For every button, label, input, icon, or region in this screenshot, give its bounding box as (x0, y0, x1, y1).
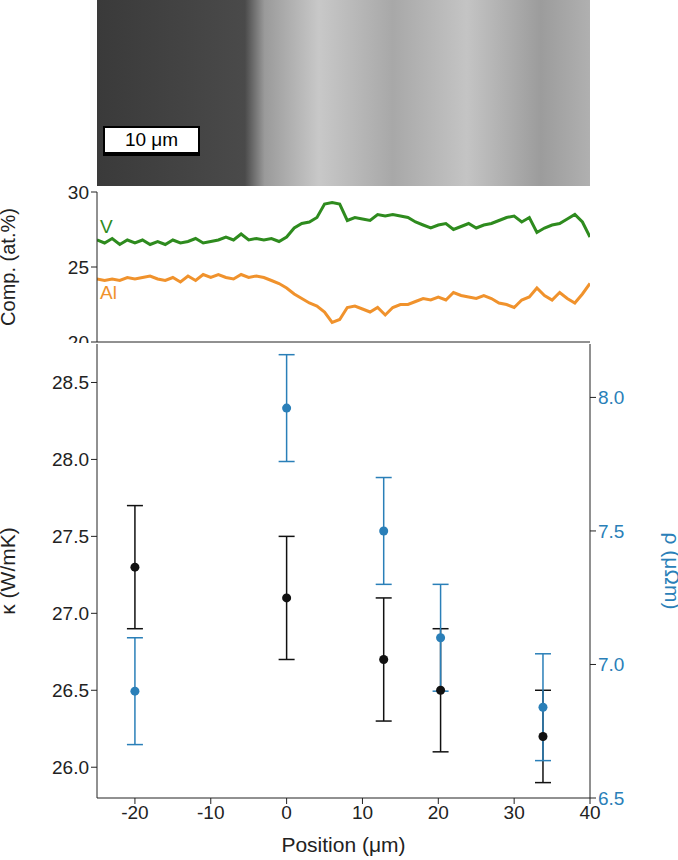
svg-text:20: 20 (428, 802, 449, 823)
svg-text:7.5: 7.5 (598, 521, 624, 542)
svg-text:6.5: 6.5 (598, 788, 624, 809)
svg-text:Comp. (at.%): Comp. (at.%) (0, 208, 19, 326)
svg-text:28.0: 28.0 (52, 449, 89, 470)
svg-text:-10: -10 (197, 802, 224, 823)
svg-text:30: 30 (68, 186, 89, 203)
svg-text:28.5: 28.5 (52, 372, 89, 393)
svg-text:V: V (100, 216, 113, 237)
svg-text:40: 40 (579, 802, 601, 824)
svg-text:25: 25 (68, 257, 89, 278)
svg-text:10: 10 (352, 802, 373, 823)
svg-text:-20: -20 (121, 802, 148, 823)
svg-text:27.0: 27.0 (52, 603, 89, 624)
svg-text:Position (μm): Position (μm) (281, 833, 405, 856)
svg-text:κ (W/mK): κ (W/mK) (0, 527, 19, 614)
svg-text:20: 20 (68, 332, 89, 343)
svg-text:7.0: 7.0 (598, 654, 624, 675)
svg-text:0: 0 (281, 802, 292, 823)
svg-text:Al: Al (100, 282, 117, 303)
svg-text:30: 30 (504, 802, 525, 823)
svg-text:26.5: 26.5 (52, 680, 89, 701)
svg-text:26.0: 26.0 (52, 757, 89, 778)
svg-text:27.5: 27.5 (52, 526, 89, 547)
html-text:10 μm: 10 μm (124, 129, 179, 150)
svg-text:ρ (μΩm): ρ (μΩm) (661, 532, 678, 609)
svg-text:8.0: 8.0 (598, 387, 624, 408)
